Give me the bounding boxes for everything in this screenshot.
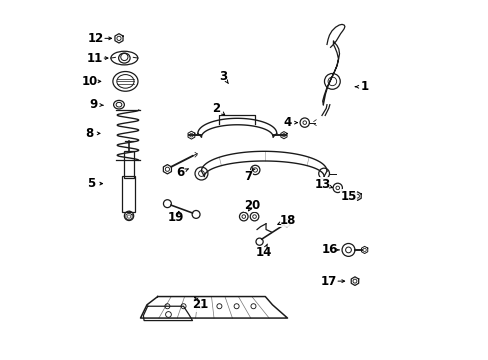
Text: 15: 15 (340, 190, 356, 203)
Text: 10: 10 (81, 75, 98, 88)
Text: 17: 17 (320, 275, 336, 288)
Text: 6: 6 (176, 166, 183, 179)
Text: 20: 20 (244, 199, 260, 212)
Text: 21: 21 (192, 298, 208, 311)
Text: 8: 8 (85, 127, 93, 140)
Text: 14: 14 (255, 246, 271, 259)
Text: 4: 4 (283, 116, 291, 129)
Text: 7: 7 (244, 170, 252, 183)
Text: 5: 5 (87, 177, 95, 190)
Text: 12: 12 (87, 32, 103, 45)
Text: 13: 13 (314, 178, 330, 191)
Text: 11: 11 (87, 51, 103, 64)
Text: 19: 19 (168, 211, 184, 224)
Text: 9: 9 (90, 98, 98, 111)
Text: 1: 1 (360, 80, 368, 93)
Text: 18: 18 (279, 214, 295, 227)
Text: 16: 16 (321, 243, 337, 256)
Text: 3: 3 (219, 69, 226, 82)
Text: 2: 2 (212, 102, 220, 115)
